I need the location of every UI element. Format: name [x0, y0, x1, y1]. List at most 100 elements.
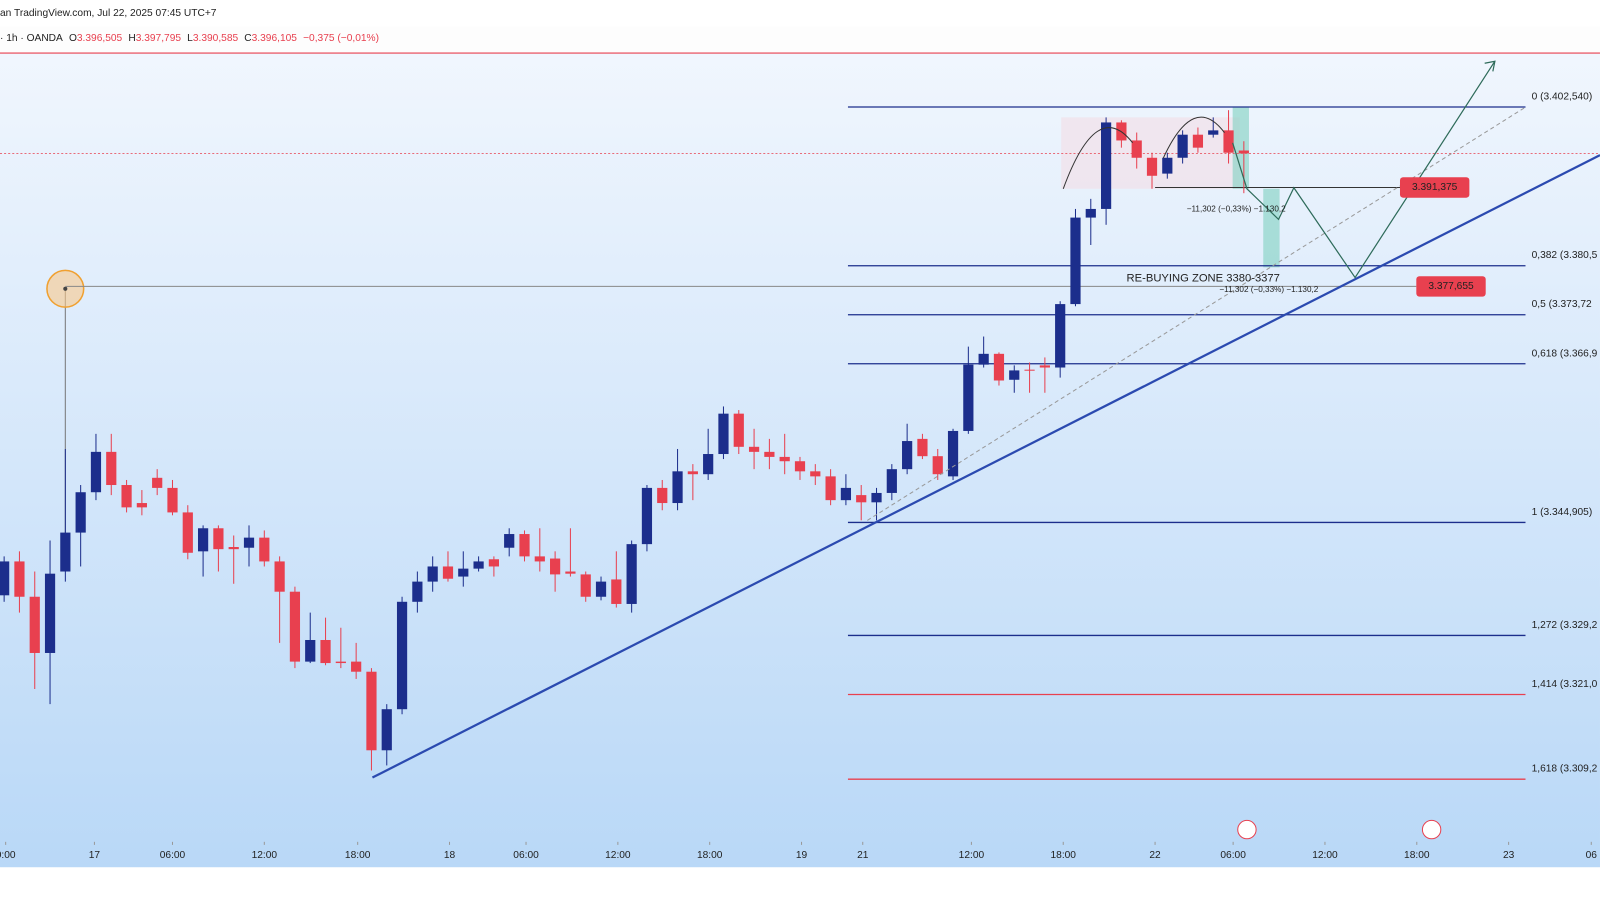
x-tick-label: 0:00 — [0, 850, 16, 861]
candle-body — [44, 573, 56, 653]
ohlc-value: 3.396,505 — [77, 32, 123, 43]
ohlc-label: L — [187, 32, 193, 43]
candle-body — [1131, 140, 1142, 158]
annotation: RE-BUYING ZONE 3380-3377 — [1127, 273, 1280, 285]
candle-body — [366, 671, 377, 751]
candle-body — [442, 566, 454, 579]
price-tag-label: 3.377,655 — [1428, 281, 1474, 292]
pane-background — [0, 0, 1600, 868]
ohlc-value: 3.396,105 — [252, 32, 298, 43]
candle-body — [1146, 157, 1158, 176]
candle-body — [1177, 134, 1188, 158]
candle-body — [947, 430, 959, 477]
fib-label: 0,618 (3.366,9 — [1532, 348, 1598, 359]
price-tag — [1416, 276, 1486, 297]
candle-body — [963, 364, 974, 431]
candle-body — [993, 353, 1005, 381]
trend-line — [371, 154, 1600, 779]
x-tick-label: 18:00 — [345, 850, 371, 861]
candle-body — [687, 471, 698, 475]
candle-body — [167, 487, 178, 513]
x-tick-label: 18 — [444, 850, 456, 861]
candle-body — [810, 471, 821, 477]
measure-box — [1232, 107, 1249, 189]
x-tick-label: 21 — [857, 850, 869, 861]
candle-body — [106, 451, 117, 486]
candle-body — [75, 492, 86, 533]
x-tick-label: 18:00 — [697, 850, 723, 861]
candle-body — [550, 558, 561, 575]
candle-body — [412, 581, 423, 602]
candle-body — [902, 441, 913, 470]
candle-body — [427, 566, 438, 582]
symbol: · 1h · OANDA — [0, 32, 63, 43]
x-tick-label: 17 — [89, 850, 101, 861]
candle-body — [458, 568, 469, 577]
fib-label: 0 (3.402,540) — [1532, 91, 1593, 102]
candle-body — [794, 461, 806, 472]
candle-body — [228, 547, 239, 550]
x-tick-label: 12:00 — [1312, 850, 1338, 861]
fib-label: 0,382 (3.380,5 — [1532, 250, 1598, 261]
candle-body — [274, 561, 285, 592]
candle-body — [14, 561, 25, 597]
candle-body — [519, 534, 530, 557]
candle-body — [1162, 157, 1173, 174]
candle-body — [1223, 130, 1234, 153]
x-tick-label: 06 — [1586, 850, 1598, 861]
candle-body — [840, 487, 852, 501]
x-tick-label: 12:00 — [252, 850, 278, 861]
arrow-head — [1484, 60, 1496, 72]
fib-label: 0,5 (3.373,72 — [1532, 299, 1592, 310]
candle-body — [504, 534, 515, 548]
candle-body — [29, 596, 40, 653]
candle-body — [0, 561, 10, 596]
candle-body — [1192, 134, 1204, 148]
candle-body — [825, 476, 836, 501]
candle-body — [305, 639, 316, 662]
candle-body — [1055, 304, 1066, 368]
measure-box — [1263, 188, 1280, 268]
candle-body — [932, 456, 943, 475]
x-tick-label: 06:00 — [160, 850, 186, 861]
candle-body — [1039, 365, 1050, 368]
measure-label: −11,302 (−0,33%) −1.130,2 — [1219, 285, 1318, 294]
candle-body — [779, 456, 790, 462]
candle-body — [182, 512, 193, 553]
pattern-arc — [1062, 116, 1225, 189]
event-icon — [1421, 819, 1442, 840]
candle-body — [136, 503, 147, 508]
fib-label: 1,272 (3.329,2 — [1532, 620, 1598, 631]
event-icon — [1237, 819, 1257, 840]
candle-body — [748, 446, 760, 452]
candle-body — [152, 477, 163, 488]
candle-body — [871, 492, 882, 503]
candle-body — [611, 579, 622, 604]
candle-body — [1024, 369, 1035, 371]
projection-path — [1232, 60, 1496, 279]
candle-body — [917, 438, 928, 457]
candle-body — [626, 544, 637, 604]
fib-label: 1,618 (3.309,2 — [1532, 764, 1598, 775]
candle-body — [978, 353, 989, 365]
candle-body — [396, 601, 408, 710]
ohlc-label: C — [244, 32, 251, 43]
candle-body — [259, 537, 270, 562]
x-tick-label: 06:00 — [513, 850, 539, 861]
candle-body — [718, 413, 729, 455]
candle-body — [351, 661, 362, 672]
change: −0,375 (−0,01%) — [303, 32, 379, 43]
candle-body — [488, 559, 499, 567]
candle-body — [243, 537, 255, 548]
candle-body — [1009, 370, 1020, 380]
candle-body — [580, 574, 591, 597]
candle-body — [886, 469, 897, 493]
ohlc-value: 3.390,585 — [193, 32, 239, 43]
candle-body — [320, 639, 331, 664]
candle-body — [335, 661, 346, 664]
price-tag-label: 3.391,375 — [1412, 182, 1458, 193]
marker-dot — [63, 286, 68, 291]
candle-body — [534, 556, 545, 562]
